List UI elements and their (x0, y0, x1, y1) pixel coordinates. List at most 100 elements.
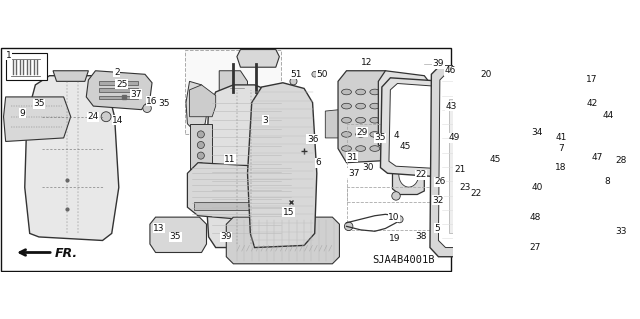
Text: 42: 42 (587, 100, 598, 108)
Text: 31: 31 (346, 152, 358, 161)
Polygon shape (25, 76, 119, 241)
Bar (550, 216, 556, 223)
Bar (99, 88, 138, 92)
Text: 19: 19 (389, 234, 401, 243)
Polygon shape (534, 108, 559, 141)
Circle shape (528, 176, 540, 188)
Text: SJA4B4001B: SJA4B4001B (372, 255, 435, 264)
Text: 20: 20 (481, 70, 492, 79)
Circle shape (287, 198, 294, 205)
Text: 39: 39 (221, 233, 232, 241)
Text: 41: 41 (555, 133, 566, 142)
Polygon shape (378, 71, 431, 153)
Circle shape (143, 104, 151, 113)
Text: 22: 22 (415, 170, 426, 179)
Ellipse shape (370, 117, 380, 123)
Polygon shape (186, 81, 209, 131)
Polygon shape (227, 217, 339, 264)
Polygon shape (150, 217, 207, 253)
Text: 29: 29 (356, 128, 368, 137)
Text: 3: 3 (262, 116, 268, 125)
Text: 4: 4 (393, 131, 399, 140)
Polygon shape (430, 66, 531, 257)
Bar (185, 49, 281, 134)
Text: 45: 45 (399, 142, 411, 151)
Text: 32: 32 (432, 196, 444, 205)
Text: 44: 44 (602, 111, 614, 120)
Polygon shape (4, 97, 70, 141)
Circle shape (392, 192, 400, 200)
Polygon shape (248, 83, 317, 248)
Text: 21: 21 (454, 165, 466, 174)
Circle shape (312, 71, 317, 77)
Polygon shape (53, 71, 88, 81)
Text: 45: 45 (490, 155, 500, 164)
Bar (529, 110, 577, 149)
Polygon shape (389, 84, 443, 168)
Ellipse shape (342, 89, 351, 95)
Polygon shape (188, 163, 294, 223)
Bar (99, 95, 138, 99)
Polygon shape (438, 73, 524, 248)
Ellipse shape (342, 131, 351, 137)
Bar (529, 167, 552, 180)
Text: FR.: FR. (55, 247, 78, 260)
Circle shape (533, 116, 541, 124)
Text: 35: 35 (33, 100, 45, 108)
Text: 23: 23 (459, 183, 470, 192)
Polygon shape (532, 138, 566, 167)
Polygon shape (189, 85, 216, 117)
Text: 1: 1 (6, 51, 12, 60)
Polygon shape (524, 228, 548, 255)
Text: 35: 35 (158, 100, 170, 108)
Text: 37: 37 (348, 169, 359, 178)
Circle shape (396, 216, 403, 223)
Text: 50: 50 (316, 70, 328, 79)
Bar (189, 124, 212, 180)
Text: 33: 33 (615, 227, 627, 236)
Text: 35: 35 (170, 233, 181, 241)
Ellipse shape (356, 146, 365, 152)
Text: 47: 47 (592, 153, 604, 162)
Text: 17: 17 (586, 75, 598, 85)
Text: 11: 11 (224, 155, 236, 164)
Text: 38: 38 (416, 233, 428, 241)
Ellipse shape (342, 103, 351, 109)
Text: 26: 26 (434, 177, 445, 186)
Circle shape (101, 112, 111, 122)
Ellipse shape (342, 146, 351, 152)
Text: 7: 7 (558, 144, 564, 153)
Polygon shape (237, 49, 279, 67)
Text: 9: 9 (20, 109, 26, 118)
Polygon shape (325, 110, 343, 138)
Text: 14: 14 (113, 116, 124, 125)
Text: 13: 13 (154, 224, 165, 233)
Circle shape (197, 163, 204, 170)
Bar (449, 99, 511, 234)
Text: 30: 30 (362, 163, 374, 172)
Circle shape (595, 178, 607, 189)
Text: 12: 12 (360, 58, 372, 68)
Ellipse shape (370, 146, 380, 152)
Text: 10: 10 (388, 213, 399, 222)
Bar (99, 81, 138, 85)
Text: 39: 39 (433, 59, 444, 68)
Ellipse shape (356, 89, 365, 95)
Text: 18: 18 (555, 163, 566, 172)
Circle shape (301, 113, 308, 120)
Polygon shape (392, 152, 424, 195)
Ellipse shape (356, 117, 365, 123)
Bar (533, 216, 539, 223)
Text: 25: 25 (116, 80, 127, 89)
Ellipse shape (105, 86, 115, 93)
Circle shape (344, 222, 353, 231)
Text: 28: 28 (615, 156, 627, 165)
Circle shape (197, 131, 204, 138)
Ellipse shape (342, 117, 351, 123)
Text: 49: 49 (449, 133, 460, 142)
Bar (346, 188, 488, 230)
Bar (559, 216, 564, 223)
Text: 24: 24 (88, 112, 99, 121)
Text: 27: 27 (529, 243, 540, 252)
Polygon shape (86, 71, 152, 110)
